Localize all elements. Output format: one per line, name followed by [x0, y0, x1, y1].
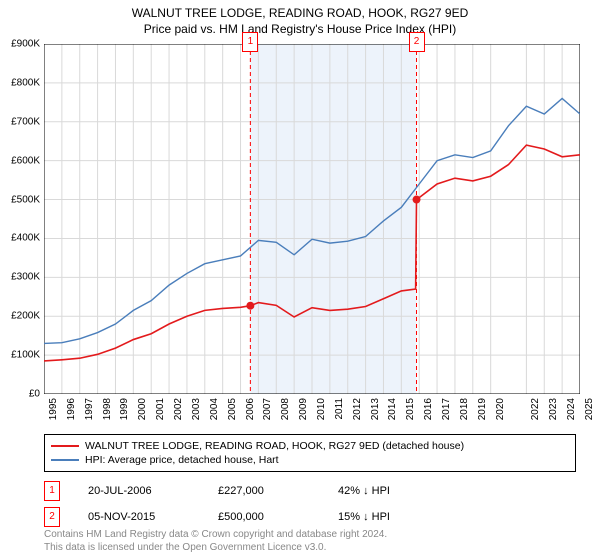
x-axis-tick: 2020: [495, 398, 506, 420]
legend-label: HPI: Average price, detached house, Hart: [85, 454, 279, 466]
y-axis-tick: £900K: [11, 39, 40, 50]
x-axis-tick: 1997: [84, 398, 95, 420]
legend-label: WALNUT TREE LODGE, READING ROAD, HOOK, R…: [85, 440, 464, 452]
x-axis-tick: 2005: [227, 398, 238, 420]
table-row: 2 05-NOV-2015 £500,000 15% ↓ HPI: [44, 504, 390, 530]
y-axis-tick: £800K: [11, 77, 40, 88]
chart-title: WALNUT TREE LODGE, READING ROAD, HOOK, R…: [0, 0, 600, 20]
y-axis-tick: £0: [29, 389, 40, 400]
x-axis-tick: 2012: [352, 398, 363, 420]
x-axis-tick: 2002: [173, 398, 184, 420]
y-axis-tick: £100K: [11, 350, 40, 361]
y-axis-tick: £600K: [11, 155, 40, 166]
x-axis-tick: 2014: [387, 398, 398, 420]
line-chart: [44, 44, 580, 394]
chart-container: WALNUT TREE LODGE, READING ROAD, HOOK, R…: [0, 0, 600, 560]
sale-marker-flag: 1: [242, 32, 258, 52]
x-axis-tick: 2022: [530, 398, 541, 420]
x-axis-tick: 1999: [119, 398, 130, 420]
legend-swatch-hpi: [51, 459, 79, 461]
x-axis-tick: 2010: [316, 398, 327, 420]
x-axis-tick: 1996: [66, 398, 77, 420]
x-axis-tick: 2024: [566, 398, 577, 420]
legend-item: HPI: Average price, detached house, Hart: [51, 453, 569, 467]
sale-marker-icon: 2: [44, 507, 60, 527]
sale-marker-icon: 1: [44, 481, 60, 501]
sale-date: 20-JUL-2006: [88, 485, 218, 497]
x-axis-tick: 2017: [441, 398, 452, 420]
footer-line: Contains HM Land Registry data © Crown c…: [44, 528, 387, 541]
y-axis-tick: £700K: [11, 116, 40, 127]
x-axis-tick: 2025: [584, 398, 595, 420]
x-axis-tick: 2004: [209, 398, 220, 420]
y-axis-tick: £300K: [11, 272, 40, 283]
x-axis-tick: 2013: [370, 398, 381, 420]
sale-date: 05-NOV-2015: [88, 511, 218, 523]
sales-table: 1 20-JUL-2006 £227,000 42% ↓ HPI 2 05-NO…: [44, 478, 390, 530]
x-axis-tick: 2018: [459, 398, 470, 420]
x-axis-tick: 2015: [405, 398, 416, 420]
sale-marker-flag: 2: [409, 32, 425, 52]
x-axis-tick: 2008: [280, 398, 291, 420]
table-row: 1 20-JUL-2006 £227,000 42% ↓ HPI: [44, 478, 390, 504]
chart-subtitle: Price paid vs. HM Land Registry's House …: [0, 20, 600, 40]
x-axis-tick: 2007: [262, 398, 273, 420]
x-axis-tick: 2003: [191, 398, 202, 420]
sale-delta: 15% ↓ HPI: [338, 511, 390, 523]
legend: WALNUT TREE LODGE, READING ROAD, HOOK, R…: [44, 434, 576, 472]
x-axis-tick: 2000: [137, 398, 148, 420]
y-axis-tick: £500K: [11, 194, 40, 205]
x-axis-tick: 1998: [102, 398, 113, 420]
legend-swatch-walnut: [51, 445, 79, 447]
x-axis-tick: 2019: [477, 398, 488, 420]
footer-line: This data is licensed under the Open Gov…: [44, 541, 387, 554]
y-axis-tick: £200K: [11, 311, 40, 322]
x-axis-tick: 2006: [245, 398, 256, 420]
sale-price: £500,000: [218, 511, 338, 523]
x-axis-tick: 2011: [334, 398, 345, 420]
x-axis-tick: 2016: [423, 398, 434, 420]
chart-area: £0£100K£200K£300K£400K£500K£600K£700K£80…: [44, 44, 580, 394]
footer-attribution: Contains HM Land Registry data © Crown c…: [44, 528, 387, 554]
y-axis-tick: £400K: [11, 233, 40, 244]
sale-delta: 42% ↓ HPI: [338, 485, 390, 497]
sale-price: £227,000: [218, 485, 338, 497]
x-axis-tick: 2001: [155, 398, 166, 420]
x-axis-tick: 2023: [548, 398, 559, 420]
x-axis-tick: 2009: [298, 398, 309, 420]
x-axis-tick: 1995: [48, 398, 59, 420]
legend-item: WALNUT TREE LODGE, READING ROAD, HOOK, R…: [51, 439, 569, 453]
